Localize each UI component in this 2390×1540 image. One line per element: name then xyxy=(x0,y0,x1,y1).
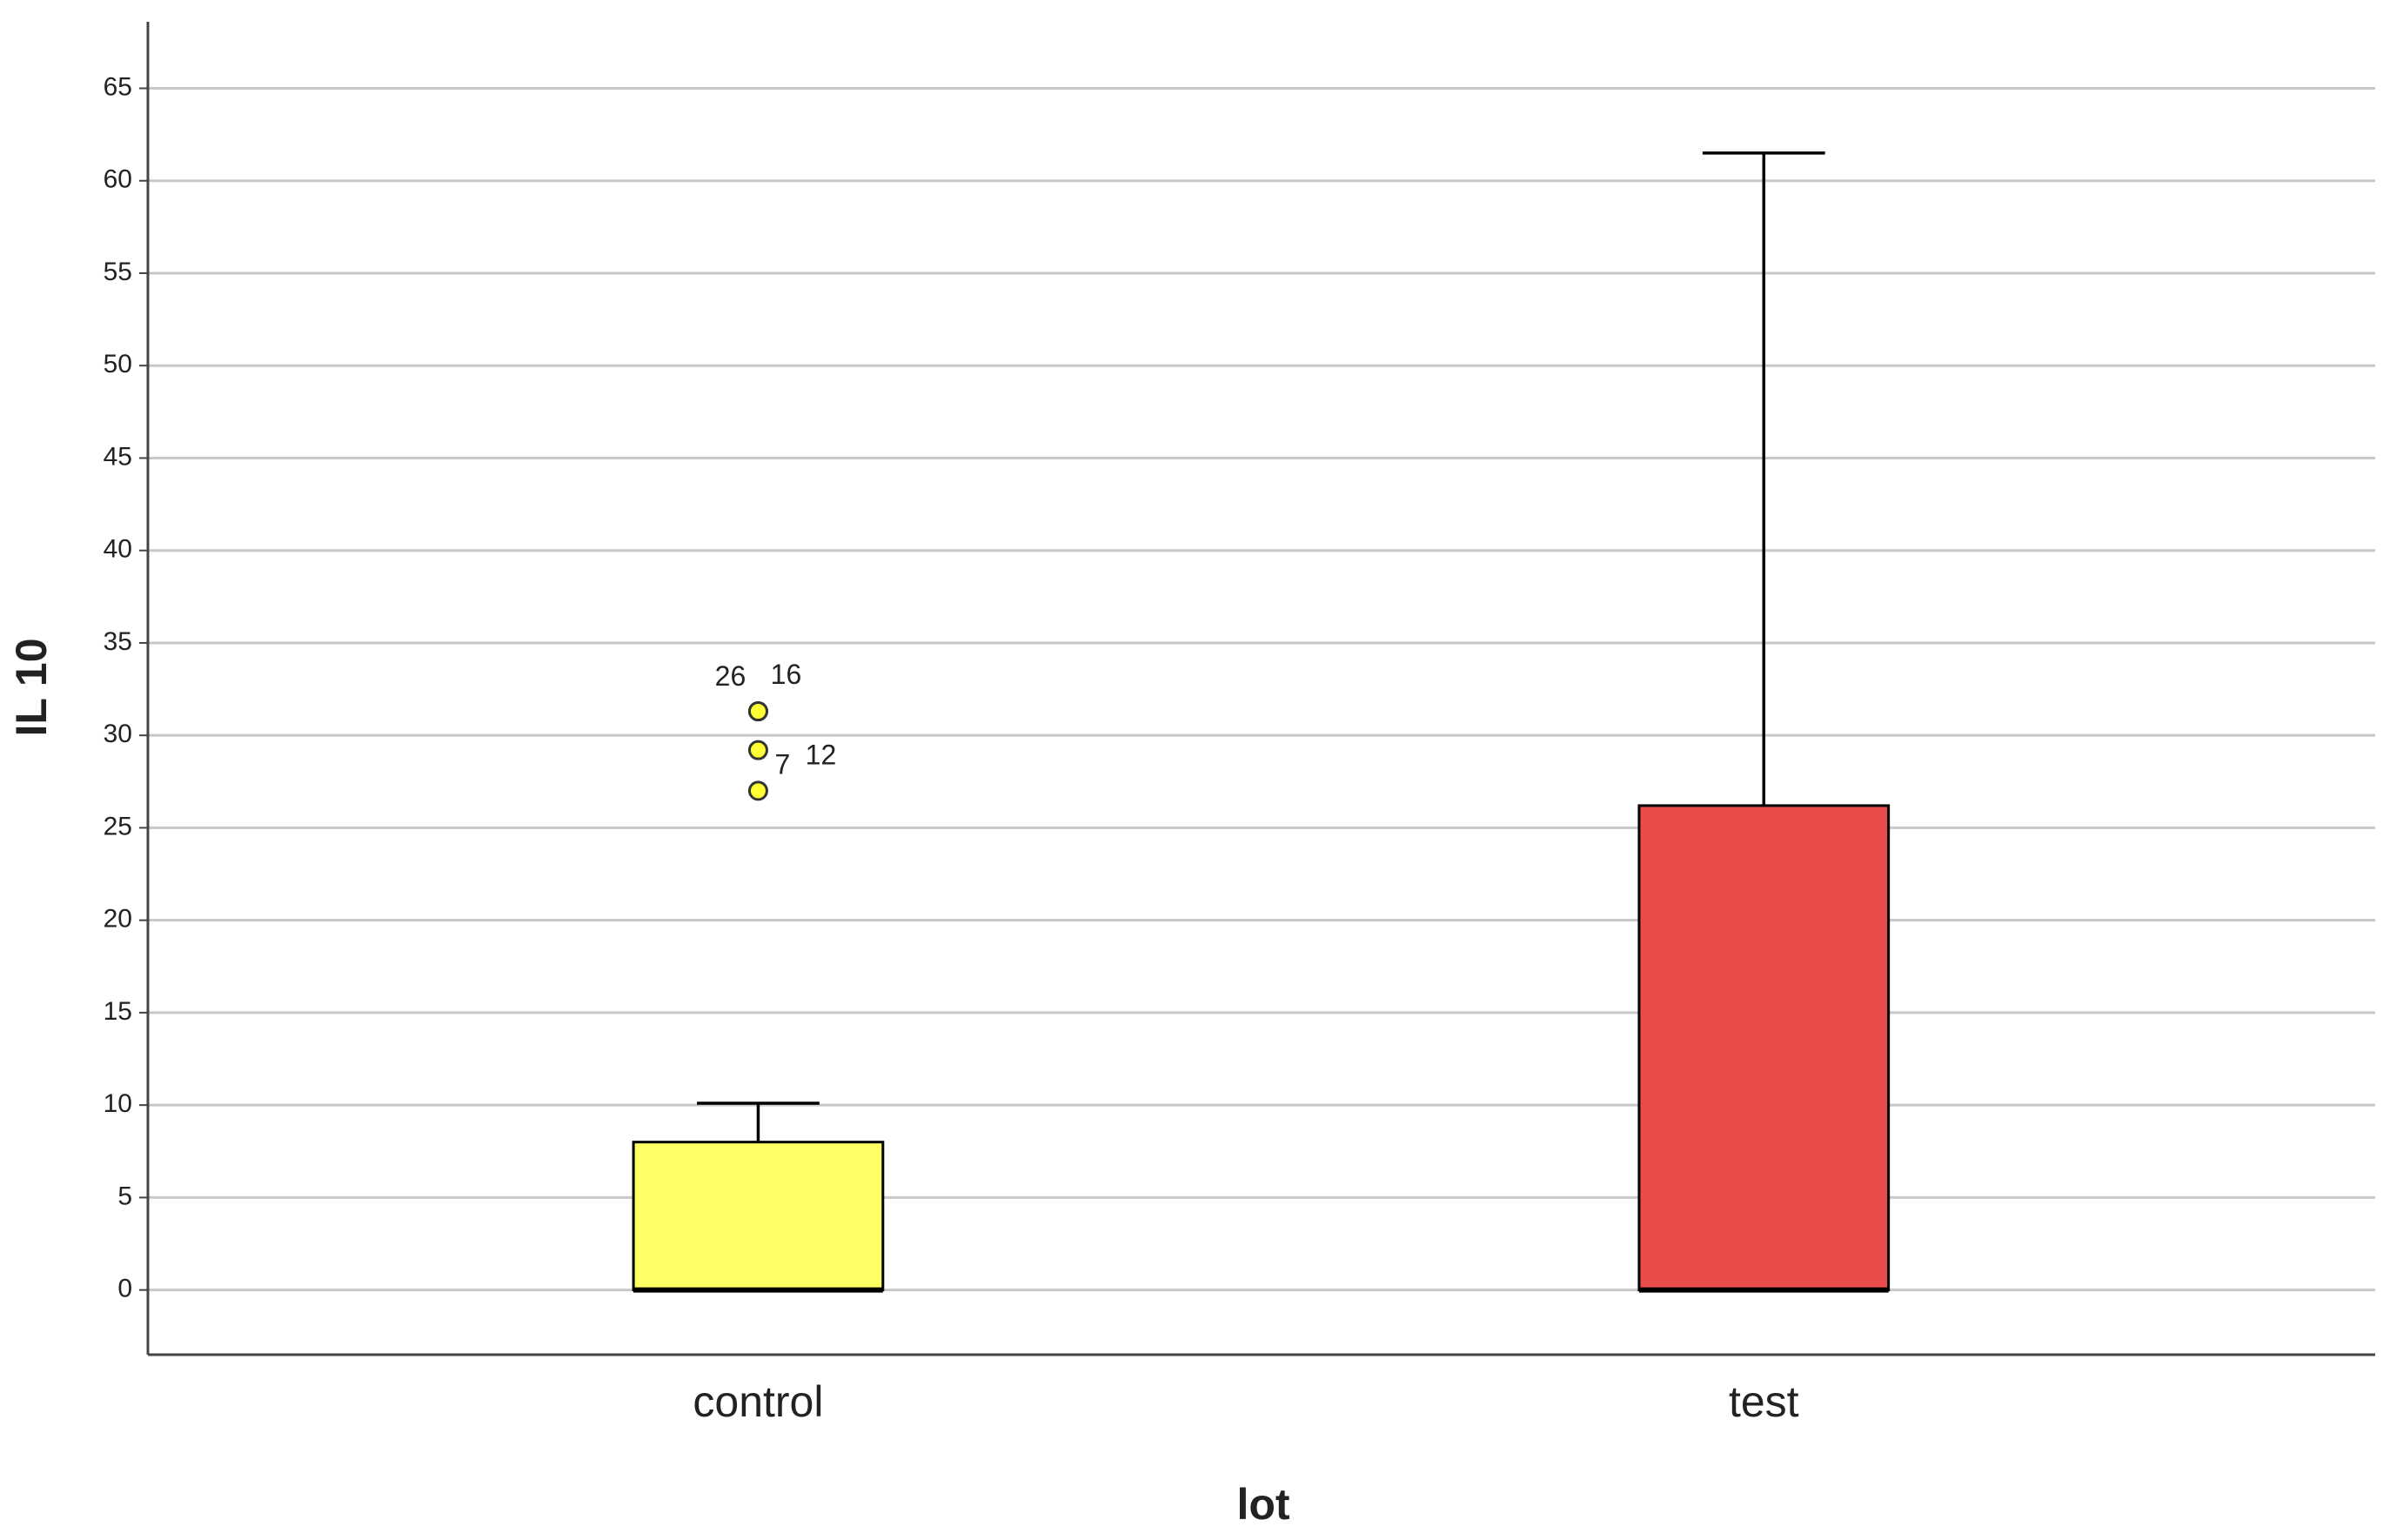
x-tick-label: test xyxy=(1729,1377,1799,1426)
box xyxy=(1637,804,1891,1292)
y-tick-label: 65 xyxy=(104,72,132,101)
y-tick-label: 55 xyxy=(104,258,132,286)
outlier-label: 7 xyxy=(775,748,791,780)
y-tick-label: 45 xyxy=(104,442,132,471)
x-axis-title: lot xyxy=(1236,1480,1289,1529)
y-axis-title: IL 10 xyxy=(7,638,56,736)
y-tick-label: 0 xyxy=(117,1275,132,1303)
y-tick-label: 15 xyxy=(104,997,132,1026)
y-tick-label: 50 xyxy=(104,350,132,378)
y-tick-label: 60 xyxy=(104,165,132,194)
box xyxy=(632,1141,885,1292)
y-tick-label: 20 xyxy=(104,905,132,934)
y-tick-label: 35 xyxy=(104,627,132,656)
outlier-label: 12 xyxy=(806,740,837,771)
y-tick-label: 25 xyxy=(104,812,132,840)
outlier xyxy=(747,780,768,801)
x-tick-label: control xyxy=(693,1377,823,1426)
outlier-label: 26 xyxy=(715,660,746,692)
y-tick-label: 30 xyxy=(104,720,132,748)
y-tick-label: 10 xyxy=(104,1089,132,1118)
y-tick-label: 5 xyxy=(117,1182,132,1210)
y-tick-label: 40 xyxy=(104,535,132,564)
outlier-label: 16 xyxy=(771,659,802,690)
outlier xyxy=(747,701,768,722)
outlier xyxy=(747,740,768,760)
